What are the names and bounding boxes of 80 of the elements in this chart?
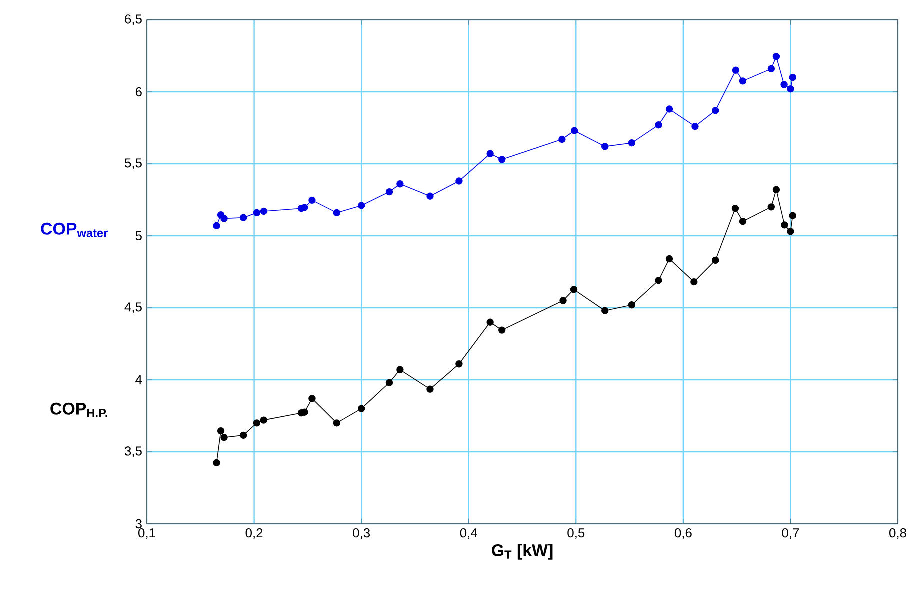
point [213,222,220,230]
point [498,156,506,164]
point [628,302,636,309]
point [739,78,747,85]
text: COP$_{H.P.}$ [50,402,108,418]
x-tick-label: 0,8 [890,528,906,540]
point [220,215,228,222]
point [560,297,567,304]
point [655,277,662,284]
point [456,178,463,185]
point [333,420,341,427]
point [787,86,794,93]
y-tick-label: 5 [136,231,142,241]
point [240,432,248,440]
point [602,143,609,150]
point [486,150,494,158]
point [358,405,366,412]
point [732,66,740,74]
point [570,127,578,134]
point [260,416,268,424]
point [739,218,747,226]
point [253,420,261,427]
y-tick-label: 4,5 [124,302,142,314]
point [426,192,434,200]
y-tick-label: 4 [136,376,142,384]
point [789,212,796,220]
y-tick-label: 3,5 [124,446,142,458]
point [260,208,268,216]
point [690,278,698,286]
point [386,188,394,196]
point [768,65,776,73]
x-tick-label: 0,6 [674,528,692,540]
point [213,459,220,467]
point [789,74,796,82]
point [217,428,225,435]
point [772,53,780,60]
point [426,386,434,393]
point [780,81,788,88]
x-tick-label: 0,2 [246,528,263,540]
point [456,360,463,368]
point [396,366,404,374]
x-tick-label: 0,3 [353,528,370,540]
point [666,255,674,263]
point [666,106,674,113]
point [570,286,578,294]
point [628,140,636,147]
point [253,209,261,217]
point [396,180,404,188]
point [220,434,228,442]
point [301,204,308,212]
point [498,326,506,334]
y-tick-label: 6 [136,87,142,97]
point [386,379,394,386]
point [240,214,248,222]
x-tick-label: 0,4 [460,528,478,540]
x-tick-label: 0,5 [568,528,585,540]
point [787,228,794,236]
text: COP$_{water}$ [41,222,108,238]
x-tick-label: 0,7 [782,528,800,540]
point [732,205,740,212]
point [655,122,662,129]
point [308,395,316,402]
y-tick-label: 5,5 [125,158,142,170]
point [486,318,494,326]
point [781,222,788,229]
point [558,136,566,144]
point [772,186,780,194]
y-tick-label: 6,5 [125,14,142,26]
x-tick-label: 0,1 [138,528,156,540]
point [301,408,308,416]
y-tick-label: 3 [136,519,142,529]
point [768,204,776,211]
point [602,307,609,314]
point [712,107,720,114]
point [308,196,316,204]
x-axis-title: G$_{T}$ [kW] [492,544,553,560]
point [692,122,699,130]
point [358,202,366,210]
point [333,209,341,217]
point [712,256,720,264]
